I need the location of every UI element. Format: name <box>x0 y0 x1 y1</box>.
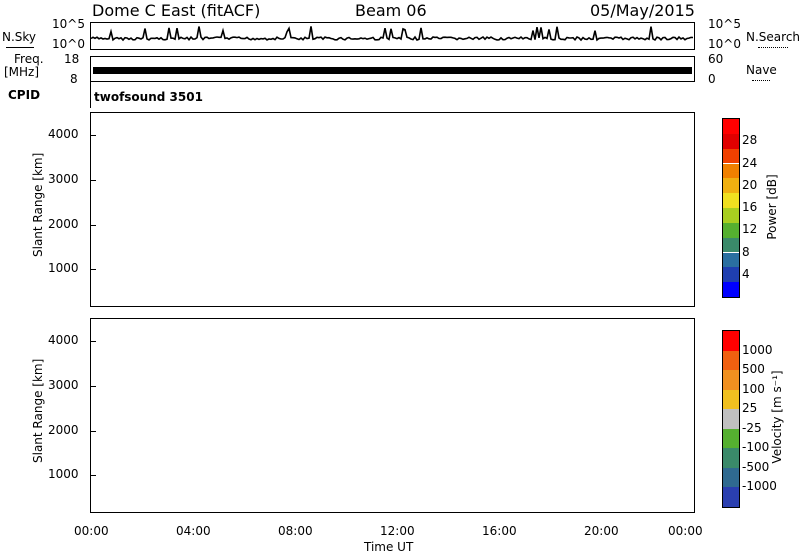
velocity-colorbar-tick-5: -100 <box>742 440 770 455</box>
nave-tick-top: 60 <box>708 52 724 66</box>
velocity-ytick-tickmark-1 <box>90 386 96 387</box>
power-ytick-tick-1: 3000 <box>48 172 79 186</box>
beam-title: Beam 06 <box>355 1 427 20</box>
nsky-trace <box>91 26 694 42</box>
nsky-tick-top: 10^5 <box>52 17 85 31</box>
power-ytick-tickmark-1 <box>90 180 96 181</box>
freq-tick-top: 18 <box>64 52 80 66</box>
x-tick-3: 12:00 <box>380 524 415 538</box>
power-heatmap <box>91 113 694 306</box>
velocity-ytick-tickmark-3 <box>90 475 96 477</box>
x-tick-0: 00:00 <box>74 524 109 538</box>
velocity-colorbar-tick-6: -500 <box>742 459 770 474</box>
x-tick-1: 04:00 <box>176 524 211 538</box>
velocity-colorbar-tick-4: -25 <box>742 420 762 435</box>
power-colorbar-tick-2: 20 <box>742 177 758 192</box>
velocity-colorbar-swatch-7 <box>723 350 739 371</box>
freq-trace <box>93 67 692 74</box>
power-colorbar-swatch-0 <box>723 282 739 297</box>
power-colorbar-swatch-1 <box>723 267 739 283</box>
nave-underline <box>752 80 770 81</box>
nsky-panel <box>90 22 695 50</box>
velocity-ytick-tick-0: 4000 <box>48 333 79 348</box>
velocity-ytick-tick-3: 1000 <box>48 467 79 482</box>
power-colorbar-swatch-11 <box>723 119 739 134</box>
power-ytick-tickmark-3 <box>90 269 96 271</box>
velocity-colorbar-tick-2: 100 <box>742 381 765 396</box>
power-ylabel: Slant Range [km] <box>31 152 45 257</box>
power-ytick-tick-3: 1000 <box>48 261 79 276</box>
velocity-colorbar-tick-1: 500 <box>742 362 765 377</box>
freq-unit: [MHz] <box>4 65 40 79</box>
velocity-ylabel: Slant Range [km] <box>31 358 45 463</box>
nsearch-tick-top: 10^5 <box>708 17 741 31</box>
freq-tick-bottom: 8 <box>70 72 78 86</box>
power-colorbar-label: Power [dB] <box>765 174 779 240</box>
velocity-panel <box>90 318 695 513</box>
nsearch-label: N.Search <box>746 30 800 44</box>
velocity-colorbar-swatch-1 <box>723 467 739 488</box>
power-colorbar-tick-0: 28 <box>742 133 758 148</box>
power-colorbar-swatch-6 <box>723 193 739 208</box>
nsearch-underline <box>758 47 788 48</box>
velocity-colorbar-swatch-6 <box>723 370 739 390</box>
x-tick-2: 08:00 <box>278 524 313 538</box>
nsky-underline <box>6 47 34 48</box>
power-colorbar-swatch-7 <box>723 178 739 194</box>
velocity-colorbar-swatch-8 <box>723 331 739 351</box>
velocity-ytick-tickmark-2 <box>90 430 96 432</box>
nave-label: Nave <box>746 63 777 77</box>
velocity-colorbar-swatch-2 <box>723 448 739 468</box>
cpid-marker <box>90 82 91 108</box>
power-colorbar <box>722 118 740 298</box>
velocity-colorbar-tick-0: 1000 <box>742 342 773 357</box>
power-colorbar-tick-4: 12 <box>742 222 758 237</box>
velocity-colorbar <box>722 330 740 508</box>
x-tick-5: 20:00 <box>584 524 619 538</box>
velocity-colorbar-swatch-5 <box>723 389 739 410</box>
velocity-ytick-tick-1: 3000 <box>48 378 79 392</box>
nsky-tick-bottom: 10^0 <box>52 37 85 51</box>
power-ytick-tick-2: 2000 <box>48 216 79 231</box>
power-colorbar-tick-1: 24 <box>742 155 758 170</box>
nsky-label: N.Sky <box>2 30 37 44</box>
nave-tick-bottom: 0 <box>708 72 716 86</box>
velocity-heatmap <box>91 319 694 512</box>
power-colorbar-swatch-4 <box>723 222 739 238</box>
velocity-ytick-tickmark-0 <box>90 341 96 343</box>
freq-panel <box>90 56 695 82</box>
x-axis-label: Time UT <box>364 540 414 554</box>
velocity-ytick-tick-2: 2000 <box>48 422 79 437</box>
power-ytick-tickmark-2 <box>90 224 96 226</box>
x-tick-6: 00:00 <box>668 524 703 538</box>
power-colorbar-tick-5: 8 <box>742 244 750 259</box>
power-colorbar-tick-3: 16 <box>742 200 758 214</box>
power-colorbar-swatch-3 <box>723 237 739 253</box>
velocity-colorbar-tick-3: 25 <box>742 401 758 416</box>
power-panel <box>90 112 695 307</box>
power-colorbar-swatch-8 <box>723 163 739 179</box>
x-tick-4: 16:00 <box>482 524 517 538</box>
nsearch-tick-bottom: 10^0 <box>708 37 741 51</box>
velocity-colorbar-swatch-0 <box>723 487 739 507</box>
power-colorbar-swatch-5 <box>723 208 739 223</box>
power-ytick-tick-0: 4000 <box>48 127 79 142</box>
cpid-label: CPID <box>8 88 41 102</box>
velocity-colorbar-swatch-4 <box>723 409 739 429</box>
date-title: 05/May/2015 <box>590 1 695 20</box>
velocity-colorbar-swatch-3 <box>723 428 739 449</box>
power-ytick-tickmark-0 <box>90 135 96 137</box>
velocity-colorbar-tick-7: -1000 <box>742 479 777 494</box>
power-colorbar-swatch-2 <box>723 252 739 268</box>
power-colorbar-tick-6: 4 <box>742 266 750 281</box>
velocity-colorbar-label: Velocity [m s⁻¹] <box>770 370 784 464</box>
power-colorbar-swatch-9 <box>723 148 739 164</box>
station-title: Dome C East (fitACF) <box>92 1 261 20</box>
cpid-value: twofsound 3501 <box>94 90 203 104</box>
freq-label: Freq. <box>14 52 44 66</box>
power-colorbar-swatch-10 <box>723 133 739 149</box>
